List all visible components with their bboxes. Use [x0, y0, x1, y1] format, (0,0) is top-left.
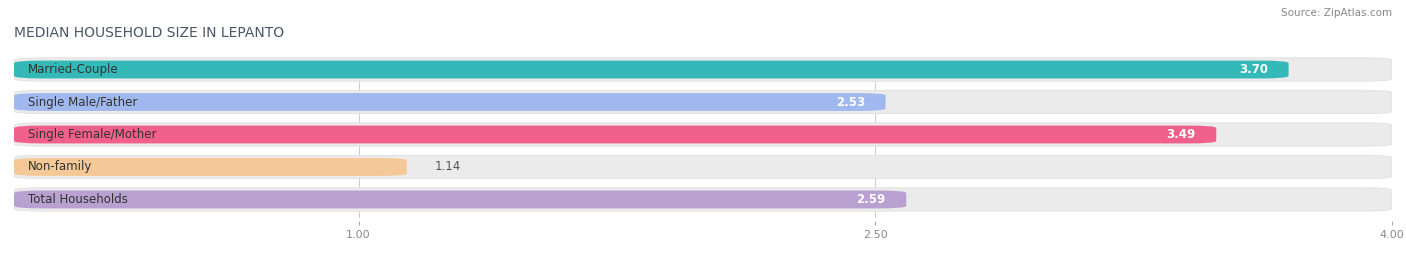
FancyBboxPatch shape [14, 158, 406, 176]
FancyBboxPatch shape [14, 58, 1392, 81]
Text: 2.59: 2.59 [856, 193, 886, 206]
FancyBboxPatch shape [14, 155, 1392, 179]
Text: Single Female/Mother: Single Female/Mother [28, 128, 156, 141]
Text: 2.53: 2.53 [835, 95, 865, 108]
FancyBboxPatch shape [14, 123, 1392, 146]
Text: Married-Couple: Married-Couple [28, 63, 118, 76]
FancyBboxPatch shape [14, 190, 907, 208]
FancyBboxPatch shape [14, 93, 886, 111]
FancyBboxPatch shape [14, 188, 1392, 211]
Text: 3.70: 3.70 [1239, 63, 1268, 76]
Text: 1.14: 1.14 [434, 161, 461, 174]
Text: MEDIAN HOUSEHOLD SIZE IN LEPANTO: MEDIAN HOUSEHOLD SIZE IN LEPANTO [14, 26, 284, 40]
Text: Source: ZipAtlas.com: Source: ZipAtlas.com [1281, 8, 1392, 18]
Text: Single Male/Father: Single Male/Father [28, 95, 138, 108]
FancyBboxPatch shape [14, 61, 1289, 79]
Text: Non-family: Non-family [28, 161, 93, 174]
FancyBboxPatch shape [14, 90, 1392, 114]
Text: 3.49: 3.49 [1167, 128, 1195, 141]
FancyBboxPatch shape [14, 126, 1216, 143]
Text: Total Households: Total Households [28, 193, 128, 206]
